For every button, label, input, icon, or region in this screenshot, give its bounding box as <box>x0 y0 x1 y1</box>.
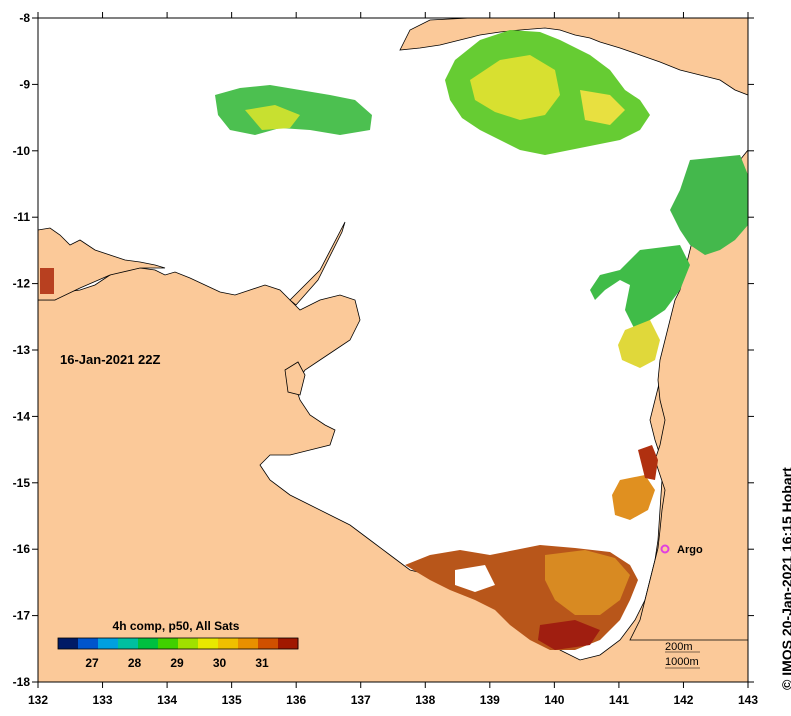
colorbar-swatch <box>78 638 99 649</box>
x-tick-label: 141 <box>609 693 629 707</box>
colorbar-swatch <box>58 638 79 649</box>
sst-patch-east-2 <box>590 245 690 330</box>
sst-patch-north-yellow2 <box>580 90 625 125</box>
colorbar-swatch <box>178 638 199 649</box>
x-tick-label: 136 <box>286 693 306 707</box>
sst-patches <box>40 30 748 650</box>
y-tick-label: -10 <box>13 144 31 158</box>
y-tick-label: -11 <box>13 210 30 224</box>
x-tick-label: 133 <box>93 693 113 707</box>
depth-label-200m: 200m <box>665 641 693 653</box>
argo-float[interactable]: Argo <box>660 544 703 556</box>
y-tick-label: -17 <box>13 609 31 623</box>
y-tick-label: -12 <box>13 277 31 291</box>
depth-legend: 200m 1000m <box>665 641 700 669</box>
colorbar-tick-label: 29 <box>170 656 184 670</box>
colorbar-swatch <box>258 638 279 649</box>
x-axis-ticks: 132 133 134 135 136 137 138 139 140 141 142 143 <box>28 12 758 707</box>
y-tick-label: -14 <box>13 409 31 423</box>
argo-marker-icon[interactable] <box>660 544 670 554</box>
credit-label: © IMOS 20-Jan-2021 16:15 Hobart <box>757 467 791 690</box>
colorbar-title: 4h comp, p50, All Sats <box>113 619 240 633</box>
x-tick-label: 132 <box>28 693 48 707</box>
y-tick-label: -16 <box>13 542 31 556</box>
colorbar-tick-label: 31 <box>255 656 269 670</box>
x-tick-label: 138 <box>415 693 435 707</box>
colorbar-swatch <box>98 638 119 649</box>
y-tick-label: -18 <box>13 675 31 689</box>
sst-patch-west <box>215 85 372 135</box>
colorbar-tick-labels: 27 28 29 30 31 <box>85 656 269 670</box>
date-label: 16-Jan-2021 22Z <box>60 352 161 367</box>
colorbar-tick-label: 28 <box>128 656 142 670</box>
colorbar-frame <box>57 637 299 650</box>
sst-patch-15s-red <box>638 445 658 480</box>
sst-patch-north-yellow <box>470 55 560 120</box>
x-tick-label: 137 <box>351 693 371 707</box>
colorbar-swatch <box>118 638 139 649</box>
x-tick-label: 142 <box>673 693 693 707</box>
depth-label-1000m: 1000m <box>665 656 699 668</box>
colorbar-swatch <box>278 638 299 649</box>
colorbar-tick-label: 27 <box>85 656 99 670</box>
sst-patch-left-red <box>40 268 54 294</box>
colorbar-swatch <box>218 638 239 649</box>
sst-patch-west-yellow <box>245 105 300 130</box>
y-axis-ticks: -8 -9 -10 -11 -12 -13 -14 -15 -16 -17 -18 <box>13 11 754 689</box>
x-tick-label: 135 <box>222 693 242 707</box>
sst-patch-south-red <box>538 620 600 650</box>
land-wessel <box>289 221 346 306</box>
sst-patch-east <box>670 155 748 255</box>
y-tick-label: -9 <box>19 77 30 91</box>
colorbar-swatch <box>138 638 159 649</box>
colorbar-tick-label: 30 <box>213 656 227 670</box>
argo-label: Argo <box>677 544 703 556</box>
y-tick-label: -13 <box>13 343 31 357</box>
sst-patch-east-yellow <box>618 320 660 368</box>
y-tick-label: -15 <box>13 476 31 490</box>
credit-text: © IMOS 20-Jan-2021 16:15 Hobart <box>779 467 791 690</box>
colorbar-swatches <box>58 638 299 649</box>
x-tick-label: 134 <box>157 693 177 707</box>
x-tick-label: 140 <box>544 693 564 707</box>
sst-patch-south-white <box>455 565 495 592</box>
sst-patch-south-orange <box>545 550 630 615</box>
sst-patch-15s-orange <box>612 475 655 520</box>
land-groote <box>284 361 306 396</box>
colorbar-swatch <box>158 638 179 649</box>
colorbar-swatch <box>198 638 219 649</box>
y-tick-label: -8 <box>19 11 30 25</box>
colorbar-swatch <box>238 638 259 649</box>
x-tick-label: 139 <box>480 693 500 707</box>
colorbar-legend: 4h comp, p50, All Sats 27 28 29 30 31 <box>57 619 299 670</box>
x-tick-label: 143 <box>738 693 758 707</box>
land-cobourg <box>37 227 166 301</box>
